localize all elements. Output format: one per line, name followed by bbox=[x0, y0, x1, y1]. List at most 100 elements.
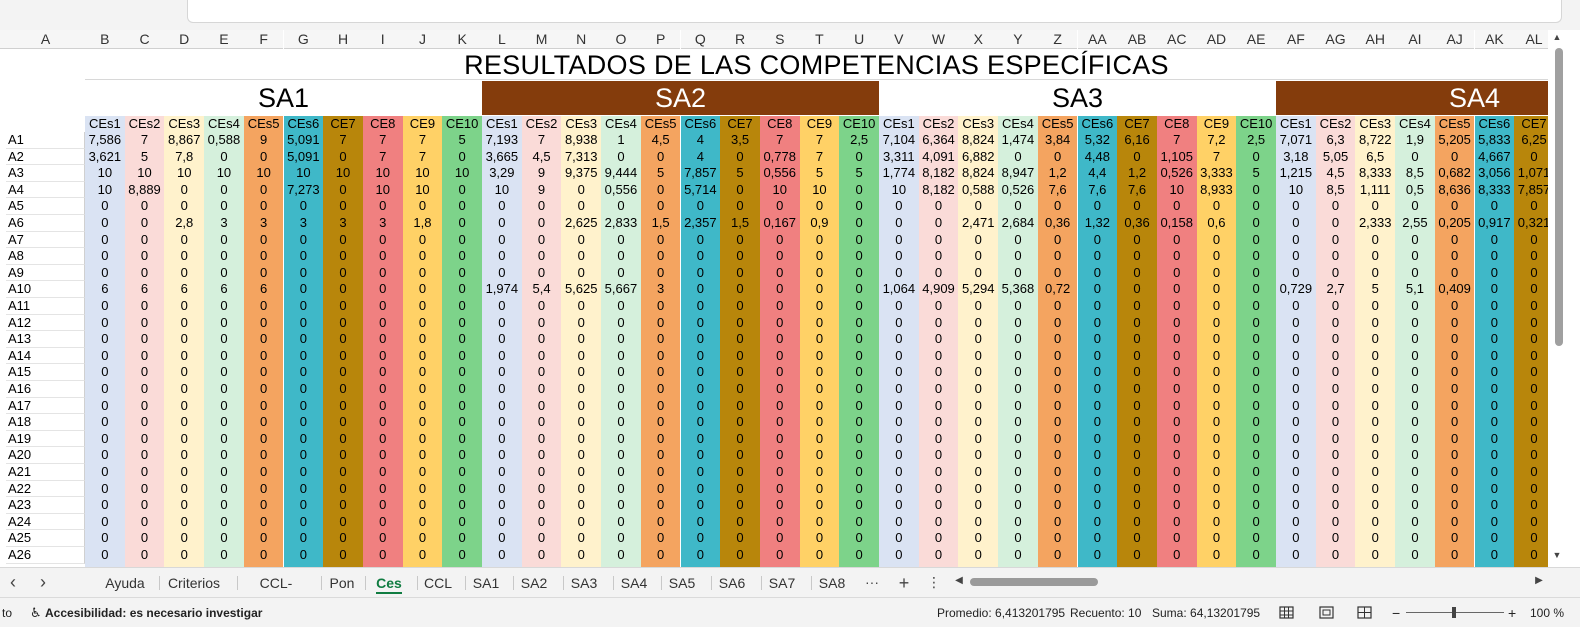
data-cell[interactable]: 8,889 bbox=[128, 181, 161, 197]
data-cell[interactable]: 0 bbox=[815, 331, 824, 347]
select-all-corner[interactable] bbox=[0, 30, 6, 49]
data-cell[interactable]: 0 bbox=[1173, 198, 1181, 214]
data-cell[interactable]: 0 bbox=[617, 231, 625, 247]
data-cell[interactable]: 0 bbox=[140, 530, 149, 546]
data-cell[interactable]: 0 bbox=[418, 248, 427, 264]
data-cell[interactable]: 0 bbox=[1530, 347, 1538, 363]
data-cell[interactable]: 0 bbox=[1451, 231, 1459, 247]
data-cell[interactable]: 0 bbox=[1331, 248, 1340, 264]
data-cell[interactable]: 0 bbox=[617, 547, 625, 562]
data-cell[interactable]: 6,3 bbox=[1326, 132, 1345, 147]
data-cell[interactable]: 0 bbox=[815, 281, 824, 297]
data-cell[interactable]: 0 bbox=[180, 447, 188, 463]
data-cell[interactable]: 0 bbox=[1173, 397, 1181, 413]
data-cell[interactable]: 0 bbox=[577, 447, 585, 463]
data-cell[interactable]: 0 bbox=[1252, 464, 1260, 479]
data-cell[interactable]: 0 bbox=[140, 314, 149, 330]
data-cell[interactable]: 5,714 bbox=[684, 181, 717, 197]
data-cell[interactable]: 0 bbox=[220, 331, 228, 347]
data-cell[interactable]: 6 bbox=[220, 281, 228, 297]
data-cell[interactable]: 0 bbox=[895, 248, 903, 264]
data-cell[interactable]: 10 bbox=[494, 181, 510, 197]
data-cell[interactable]: 0 bbox=[1411, 430, 1419, 446]
data-cell[interactable]: 0 bbox=[934, 430, 943, 446]
data-cell[interactable]: 0 bbox=[299, 231, 307, 247]
data-cell[interactable]: 0 bbox=[339, 430, 347, 446]
data-cell[interactable]: 0 bbox=[1292, 215, 1300, 230]
data-cell[interactable]: 0 bbox=[339, 480, 347, 496]
data-cell[interactable]: 0 bbox=[1054, 430, 1062, 446]
data-cell[interactable]: 0 bbox=[1411, 264, 1419, 280]
data-cell[interactable]: 0 bbox=[1530, 198, 1538, 214]
ce-header[interactable]: CEs5 bbox=[644, 116, 677, 131]
data-cell[interactable]: 0 bbox=[220, 381, 228, 396]
data-cell[interactable]: 5,368 bbox=[1001, 281, 1035, 297]
data-cell[interactable]: 0 bbox=[1530, 248, 1538, 264]
column-header[interactable]: L bbox=[482, 30, 522, 49]
data-cell[interactable]: 0 bbox=[1054, 480, 1062, 496]
data-cell[interactable]: 0 bbox=[418, 397, 427, 413]
data-cell[interactable]: 0 bbox=[1490, 364, 1498, 380]
data-cell[interactable]: 0 bbox=[1014, 248, 1022, 264]
data-cell[interactable]: 0 bbox=[974, 447, 982, 463]
data-cell[interactable]: 0 bbox=[934, 231, 943, 247]
data-cell[interactable]: 0 bbox=[1292, 497, 1300, 513]
data-cell[interactable]: 0 bbox=[1411, 314, 1419, 330]
data-cell[interactable]: 0 bbox=[1014, 298, 1022, 313]
row-label[interactable]: A19 bbox=[6, 430, 85, 448]
data-cell[interactable]: 0 bbox=[339, 397, 347, 413]
data-cell[interactable]: 0 bbox=[260, 497, 268, 513]
data-cell[interactable]: 0 bbox=[657, 347, 665, 363]
data-cell[interactable]: 0 bbox=[855, 530, 863, 546]
data-cell[interactable]: 10 bbox=[1169, 181, 1184, 197]
data-cell[interactable]: 0 bbox=[260, 430, 268, 446]
data-cell[interactable]: 0 bbox=[1411, 248, 1419, 264]
data-cell[interactable]: 0 bbox=[299, 281, 307, 297]
data-cell[interactable]: 4,5 bbox=[532, 148, 551, 164]
data-cell[interactable]: 0 bbox=[498, 298, 506, 313]
data-cell[interactable]: 0 bbox=[974, 314, 982, 330]
data-cell[interactable]: 0 bbox=[934, 530, 943, 546]
data-cell[interactable]: 0 bbox=[101, 248, 109, 264]
row-label[interactable]: A17 bbox=[6, 397, 85, 415]
data-cell[interactable]: 0 bbox=[696, 248, 704, 264]
data-cell[interactable]: 0 bbox=[1490, 447, 1498, 463]
data-cell[interactable]: 0 bbox=[1014, 331, 1022, 347]
data-cell[interactable]: 0 bbox=[1371, 248, 1379, 264]
data-cell[interactable]: 0 bbox=[657, 298, 665, 313]
data-cell[interactable]: 0 bbox=[180, 397, 188, 413]
data-cell[interactable]: 0 bbox=[815, 430, 824, 446]
data-cell[interactable]: 0 bbox=[736, 480, 744, 496]
data-cell[interactable]: 0 bbox=[1252, 264, 1260, 280]
data-cell[interactable]: 0 bbox=[696, 281, 704, 297]
data-cell[interactable]: 0 bbox=[140, 231, 149, 247]
data-cell[interactable]: 0 bbox=[1252, 414, 1260, 430]
data-cell[interactable]: 0 bbox=[1014, 497, 1022, 513]
data-cell[interactable]: 0 bbox=[1252, 198, 1260, 214]
ce-header[interactable]: CEs4 bbox=[208, 116, 240, 131]
data-cell[interactable]: 0 bbox=[815, 513, 824, 529]
data-cell[interactable]: 6,364 bbox=[922, 132, 955, 147]
data-cell[interactable]: 0 bbox=[736, 264, 744, 280]
data-cell[interactable]: 7,6 bbox=[1127, 181, 1147, 197]
data-cell[interactable]: 0 bbox=[537, 215, 546, 230]
data-cell[interactable]: 0 bbox=[458, 231, 466, 247]
data-cell[interactable]: 0 bbox=[458, 381, 466, 396]
data-cell[interactable]: 0 bbox=[577, 547, 585, 562]
data-cell[interactable]: 0 bbox=[696, 497, 704, 513]
data-cell[interactable]: 0 bbox=[1331, 381, 1340, 396]
data-cell[interactable]: 0 bbox=[696, 480, 704, 496]
data-cell[interactable]: 0 bbox=[577, 298, 585, 313]
column-header[interactable]: D bbox=[164, 30, 205, 49]
data-cell[interactable]: 0 bbox=[855, 464, 863, 479]
data-cell[interactable]: 0 bbox=[1451, 414, 1459, 430]
data-cell[interactable]: 0 bbox=[458, 281, 466, 297]
data-cell[interactable]: 0 bbox=[1173, 447, 1181, 463]
data-cell[interactable]: 0 bbox=[1173, 414, 1181, 430]
data-cell[interactable]: 0 bbox=[657, 464, 665, 479]
data-cell[interactable]: 0 bbox=[815, 264, 824, 280]
data-cell[interactable]: 0 bbox=[855, 215, 863, 230]
data-cell[interactable]: 0 bbox=[1411, 547, 1419, 562]
column-header[interactable]: W bbox=[918, 30, 959, 49]
column-header[interactable]: AG bbox=[1315, 30, 1356, 49]
